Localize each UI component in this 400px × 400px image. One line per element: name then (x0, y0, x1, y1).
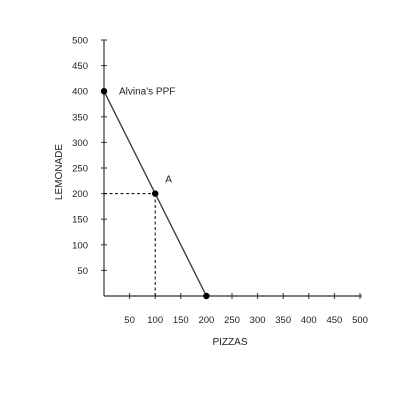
x-tick-label: 300 (250, 315, 266, 326)
x-axis-title: PIZZAS (212, 337, 247, 348)
x-tick-label: 50 (124, 315, 135, 326)
y-tick-label: 500 (72, 36, 88, 47)
y-tick-label: 50 (77, 266, 88, 277)
x-tick-label: 100 (147, 315, 163, 326)
x-tick-label: 500 (352, 315, 368, 326)
series-name-label: Alvina's PPF (119, 87, 175, 98)
data-point (203, 292, 210, 300)
chart-labels: Alvina's PPF A (119, 87, 175, 186)
data-point (152, 190, 159, 197)
axes: 50 100 150 200 250 300 350 400 450 500 50 100 150 200… (54, 36, 368, 349)
x-tick-label: 150 (173, 315, 189, 326)
reference-lines (104, 193, 156, 296)
y-tick-label: 400 (72, 87, 88, 98)
y-tick-label: 300 (72, 138, 88, 149)
y-tick-label: 100 (72, 240, 88, 251)
y-tick-label: 450 (72, 61, 88, 72)
y-tick-label: 150 (72, 215, 88, 226)
data-points (100, 88, 210, 300)
y-tick-label: 350 (72, 112, 88, 123)
y-axis-title: LEMONADE (54, 144, 65, 200)
data-point (100, 88, 108, 95)
x-tick-label: 400 (301, 315, 317, 326)
x-tick-label: 200 (198, 315, 214, 326)
y-tick-label: 200 (72, 189, 88, 200)
y-tick-label: 250 (72, 164, 88, 175)
x-tick-label: 450 (326, 315, 342, 326)
x-tick-label: 250 (224, 315, 240, 326)
point-label: A (165, 175, 172, 186)
x-tick-label: 350 (275, 315, 291, 326)
